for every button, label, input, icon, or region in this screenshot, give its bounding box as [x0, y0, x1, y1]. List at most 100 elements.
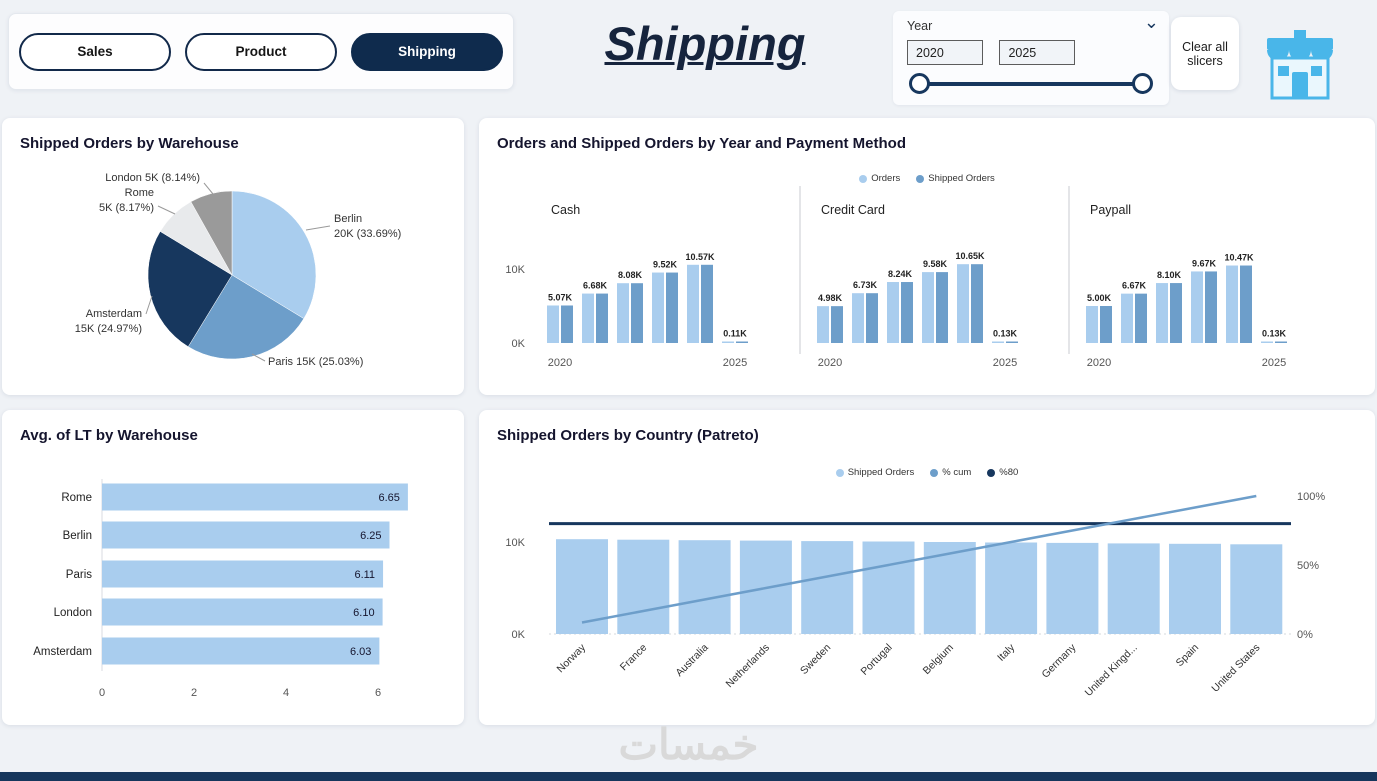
payment-bars-chart: 10K 0K Cash 5.07K 6.68K 8.08K 9.52K 10.57K 0.11K… — [505, 186, 1287, 369]
lt-bar-amsterdam[interactable] — [102, 637, 380, 665]
orders-bar[interactable] — [992, 341, 1004, 344]
legend-item-orders[interactable]: Orders — [859, 173, 900, 184]
shipped-orders-bar[interactable] — [736, 341, 748, 344]
shipped-orders-bar[interactable] — [866, 293, 878, 343]
shipped-orders-bar[interactable] — [1006, 341, 1018, 344]
bar-value-label: 6.03 — [350, 646, 371, 658]
bar-value-label: 6.10 — [353, 607, 374, 619]
country-bar-spain[interactable] — [1169, 543, 1221, 634]
orders-bar[interactable] — [547, 305, 559, 343]
country-bar-united-states[interactable] — [1230, 544, 1283, 634]
shipped-orders-bar[interactable] — [936, 272, 948, 343]
shipped-orders-bar[interactable] — [596, 293, 608, 343]
lt-bar-rome[interactable] — [102, 483, 408, 511]
chevron-down-icon[interactable]: ⌄ — [1143, 12, 1159, 32]
lt-bar-berlin[interactable] — [102, 521, 390, 549]
orders-bar[interactable] — [852, 293, 864, 343]
category-label-rome: Rome — [61, 492, 92, 504]
orders-bar[interactable] — [887, 282, 899, 343]
legend-dot — [835, 468, 844, 477]
orders-bar[interactable] — [1086, 306, 1098, 343]
pie-slice-berlin[interactable] — [231, 190, 317, 319]
shipped-orders-bar[interactable] — [561, 305, 573, 343]
bar-value-label: 8.08K — [618, 270, 643, 280]
pie-leader-line — [203, 182, 214, 195]
axis-label: 2020 — [1087, 357, 1111, 369]
pie-label-amsterdam: 15K (24.97%) — [75, 323, 142, 335]
shipped-orders-bar[interactable] — [831, 306, 843, 343]
year-to-input[interactable] — [999, 40, 1076, 65]
shipped-orders-bar[interactable] — [1100, 306, 1112, 343]
country-bar-australia[interactable] — [678, 540, 731, 634]
shipped-orders-bar[interactable] — [1170, 283, 1182, 343]
legend-item--cum[interactable]: % cum — [930, 467, 971, 478]
orders-bar[interactable] — [652, 272, 664, 343]
shipped-orders-bar[interactable] — [1135, 293, 1147, 343]
orders-bar[interactable] — [1226, 265, 1238, 343]
axis-label: 100% — [1297, 491, 1325, 503]
orders-bar[interactable] — [1261, 341, 1273, 344]
country-bar-sweden[interactable] — [801, 541, 854, 634]
legend-dot — [916, 174, 925, 183]
slider-handle-min[interactable] — [909, 73, 930, 94]
shipped-orders-bar[interactable] — [1205, 271, 1217, 343]
lt-bar-london[interactable] — [102, 598, 383, 626]
bar-value-label: 0.11K — [723, 329, 747, 339]
shipped-orders-bar[interactable] — [1275, 341, 1287, 344]
shipped-orders-bar[interactable] — [701, 264, 713, 343]
lt-bar-paris[interactable] — [102, 560, 384, 588]
country-label: Portugal — [858, 642, 894, 678]
chart-title-payment-bars: Orders and Shipped Orders by Year and Pa… — [497, 135, 906, 152]
panel-title-credit-card: Credit Card — [821, 203, 885, 217]
country-bar-italy[interactable] — [985, 542, 1038, 635]
category-label-berlin: Berlin — [63, 530, 92, 542]
orders-bar[interactable] — [817, 306, 829, 343]
pie-leader-line — [251, 353, 266, 362]
shipped-orders-bar[interactable] — [666, 272, 678, 343]
axis-label: 2025 — [1262, 357, 1286, 369]
chart-title-country-pareto: Shipped Orders by Country (Patreto) — [497, 427, 759, 444]
legend-item-shipped-orders[interactable]: Shipped Orders — [835, 467, 914, 478]
axis-label: 6 — [375, 687, 381, 699]
slider-handle-max[interactable] — [1132, 73, 1153, 94]
country-bar-portugal[interactable] — [862, 541, 915, 635]
country-bar-france[interactable] — [617, 539, 670, 634]
clear-all-slicers-button[interactable]: Clear all slicers — [1171, 17, 1239, 90]
pie-slice-london[interactable] — [190, 190, 233, 276]
shipped-orders-bar[interactable] — [901, 282, 913, 343]
country-bar-united-kingd-[interactable] — [1107, 543, 1160, 634]
orders-bar[interactable] — [957, 264, 969, 343]
legend-dot — [930, 468, 939, 477]
slider-track[interactable] — [919, 82, 1143, 86]
bar-value-label: 6.73K — [853, 280, 878, 290]
legend-item--80[interactable]: %80 — [987, 467, 1018, 478]
country-label: Spain — [1174, 642, 1202, 670]
pie-slice-paris[interactable] — [187, 274, 305, 360]
orders-bar[interactable] — [1156, 283, 1168, 343]
country-pareto-card: Shipped Orders by Country (Patreto) Ship… — [479, 410, 1375, 725]
store-icon-svg — [1267, 30, 1333, 100]
orders-bar[interactable] — [1121, 293, 1133, 343]
orders-bar[interactable] — [687, 264, 699, 343]
nav-tabs-card: Sales Product Shipping — [8, 13, 514, 90]
orders-bar[interactable] — [582, 293, 594, 343]
tab-shipping[interactable]: Shipping — [351, 32, 503, 71]
shipped-orders-bar[interactable] — [631, 283, 643, 343]
country-bar-germany[interactable] — [1046, 542, 1099, 634]
legend-item-shipped-orders[interactable]: Shipped Orders — [916, 173, 995, 184]
pie-leader-line — [145, 295, 153, 315]
orders-bar[interactable] — [722, 341, 734, 344]
year-from-input[interactable] — [907, 40, 983, 65]
orders-bar[interactable] — [922, 272, 934, 343]
bar-value-label: 6.25 — [360, 530, 381, 542]
pie-slice-amsterdam[interactable] — [147, 231, 233, 348]
shipped-orders-bar[interactable] — [971, 264, 983, 343]
orders-bar[interactable] — [617, 283, 629, 343]
tab-sales[interactable]: Sales — [19, 32, 171, 71]
shipped-orders-bar[interactable] — [1240, 265, 1252, 343]
tab-product[interactable]: Product — [185, 32, 337, 71]
payment-legend: Orders Shipped Orders — [479, 173, 1375, 184]
cumulative-pct-line[interactable] — [581, 494, 1257, 624]
orders-bar[interactable] — [1191, 271, 1203, 343]
year-range-slider[interactable] — [909, 73, 1153, 95]
